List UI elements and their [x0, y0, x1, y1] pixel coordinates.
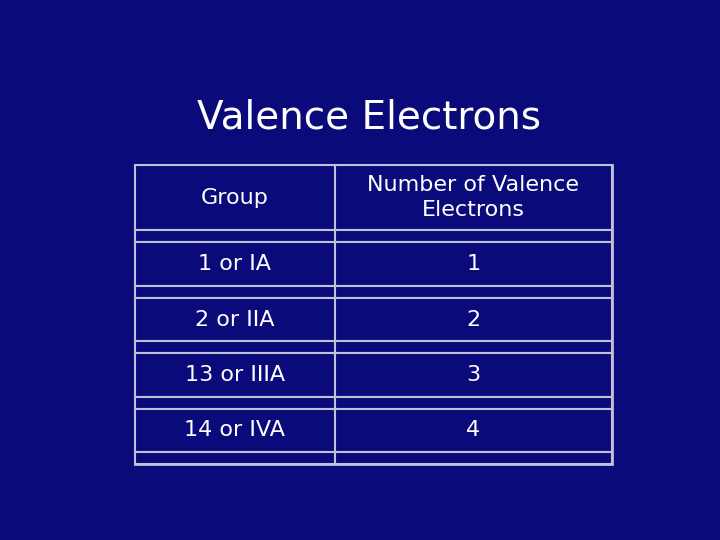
Text: 1 or IA: 1 or IA: [198, 254, 271, 274]
Bar: [135, 396, 612, 409]
Text: 2 or IIA: 2 or IIA: [195, 309, 274, 329]
Bar: [135, 286, 612, 298]
Text: 1: 1: [467, 254, 480, 274]
Text: 4: 4: [467, 420, 480, 440]
Bar: [135, 231, 612, 242]
Text: 14 or IVA: 14 or IVA: [184, 420, 285, 440]
Bar: [135, 452, 612, 464]
Text: 3: 3: [467, 365, 480, 385]
Text: Group: Group: [201, 187, 269, 207]
Text: Number of Valence
Electrons: Number of Valence Electrons: [367, 175, 580, 220]
Text: Valence Electrons: Valence Electrons: [197, 98, 541, 136]
Text: 2: 2: [467, 309, 480, 329]
Bar: [135, 341, 612, 353]
Text: 13 or IIIA: 13 or IIIA: [185, 365, 285, 385]
